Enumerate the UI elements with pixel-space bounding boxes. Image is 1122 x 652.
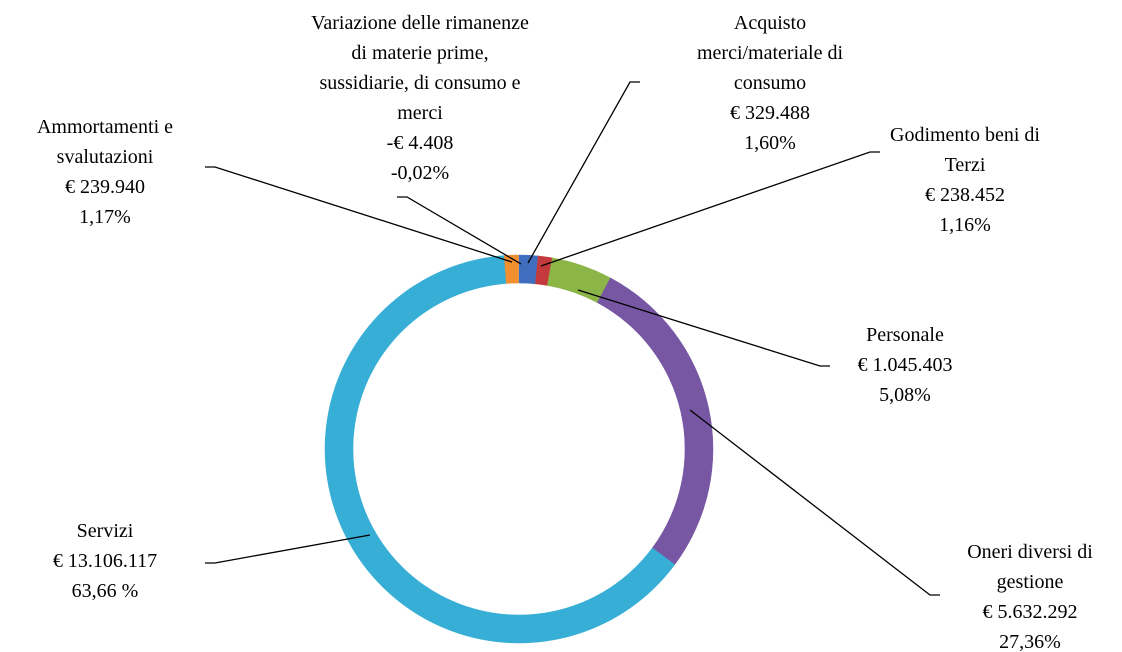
donut-segment — [324, 255, 676, 644]
data-label: Variazione delle rimanenze di materie pr… — [310, 8, 530, 188]
label-amount: € 1.045.403 — [857, 354, 953, 376]
leader-line — [689, 409, 940, 596]
leader-line — [540, 151, 880, 267]
label-percent: -0,02% — [390, 162, 450, 184]
label-name: Oneri diversi di gestione — [967, 541, 1093, 593]
label-amount: € 13.106.117 — [52, 550, 158, 572]
leader-line — [577, 289, 830, 367]
label-amount: € 5.632.292 — [982, 601, 1078, 623]
label-name: Ammortamenti e svalutazioni — [36, 116, 174, 168]
donut-segment — [518, 254, 539, 285]
data-label: Oneri diversi di gestione € 5.632.292 27,3… — [935, 537, 1122, 652]
donut-segment — [596, 277, 714, 565]
label-name: Personale — [866, 324, 944, 346]
label-amount: € 238.452 — [925, 184, 1005, 206]
leader-line — [205, 166, 513, 263]
label-amount: € 329.488 — [730, 102, 810, 124]
data-label: Godimento beni di Terzi € 238.452 1,16% — [870, 120, 1060, 240]
leader-line — [527, 81, 640, 264]
label-percent: 1,16% — [939, 214, 991, 236]
data-label: Ammortamenti e svalutazioni € 239.940 1,17… — [10, 112, 200, 232]
label-amount: € 239.940 — [65, 176, 145, 198]
label-percent: 27,36% — [999, 631, 1061, 652]
label-percent: 1,17% — [79, 206, 131, 228]
data-label: Servizi € 13.106.117 63,66 % — [25, 516, 185, 606]
donut-segment — [504, 254, 519, 284]
label-name: Variazione delle rimanenze di materie pr… — [311, 12, 529, 124]
label-percent: 1,60% — [744, 132, 796, 154]
data-label: Acquisto merci/materiale di consumo € 329… — [670, 8, 870, 158]
label-name: Acquisto merci/materiale di consumo — [696, 12, 844, 94]
label-percent: 5,08% — [879, 384, 931, 406]
leader-line — [397, 196, 522, 265]
label-name: Servizi — [76, 520, 134, 542]
label-amount: -€ 4.408 — [386, 132, 454, 154]
label-percent: 63,66 % — [71, 580, 139, 602]
leader-line — [205, 534, 371, 564]
data-label: Personale € 1.045.403 5,08% — [825, 320, 985, 410]
label-name: Godimento beni di Terzi — [890, 124, 1040, 176]
